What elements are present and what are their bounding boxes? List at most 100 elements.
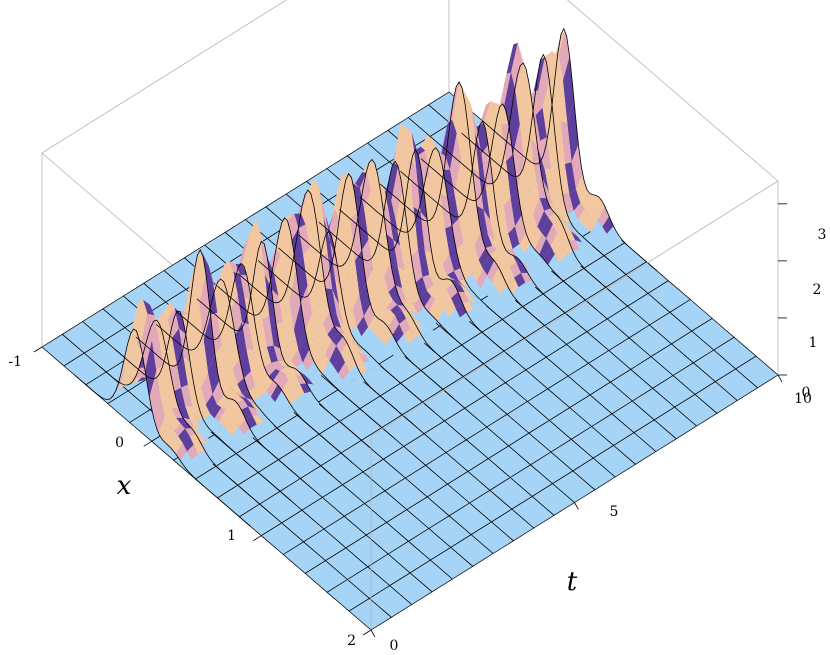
surface-patch: [401, 343, 413, 356]
surface-patch: [316, 216, 328, 257]
surface-patch: [483, 255, 495, 276]
surface-patch: [336, 314, 348, 336]
surface-patch: [365, 355, 377, 362]
surface-patch: [410, 311, 422, 320]
surface-patch: [557, 228, 569, 245]
surface-patch: [442, 254, 454, 275]
surface-patch: [252, 397, 264, 407]
surface-patch: [399, 298, 411, 312]
surface-patch: [353, 183, 365, 213]
surface-patch: [476, 269, 488, 289]
surface-patch: [540, 137, 552, 170]
surface-patch: [256, 218, 268, 257]
surface-patch: [178, 406, 190, 420]
surface-patch: [487, 260, 499, 282]
surface-patch: [325, 340, 337, 361]
surface-patch: [453, 283, 465, 293]
surface-patch: [289, 366, 301, 372]
surface-patch: [532, 279, 544, 287]
surface-patch: [143, 299, 155, 316]
surface-patch: [220, 430, 233, 444]
surface-patch: [187, 384, 199, 408]
surface-patch: [470, 102, 482, 154]
surface-patch: [412, 319, 424, 330]
surface-patch: [555, 193, 567, 213]
surface-patch: [347, 379, 359, 391]
surface-patch: [437, 279, 450, 286]
surface-patch: [276, 323, 288, 349]
x-tick-label-0: -1: [8, 354, 22, 370]
surface-patch: [204, 449, 217, 458]
surface-patch: [284, 368, 296, 380]
surface-patch: [408, 338, 420, 351]
surface-patch: [311, 303, 323, 335]
surface-patch: [295, 374, 307, 384]
surface-patch: [394, 310, 406, 324]
surface-patch: [548, 213, 560, 225]
surface-patch: [433, 278, 445, 286]
surface-patch: [179, 328, 191, 363]
mesh-line: [74, 328, 251, 527]
x-tick-mark: [143, 440, 152, 447]
surface-patch: [232, 427, 244, 442]
surface-patch: [264, 396, 276, 410]
surface-patch: [512, 244, 524, 257]
surface-patch: [403, 328, 415, 344]
surface-patch: [535, 107, 547, 141]
surface-patch: [165, 407, 177, 427]
surface-patch: [189, 434, 201, 445]
surface-patch: [316, 323, 328, 348]
surface-patch: [268, 369, 280, 381]
surface-patch: [528, 249, 540, 265]
surface-patch: [393, 123, 405, 167]
surface-patch: [185, 333, 197, 363]
surface-patch: [174, 307, 186, 335]
surface-patch: [250, 402, 262, 412]
surface-patch: [338, 362, 350, 381]
surface-patch: [541, 217, 553, 239]
surface-patch: [228, 335, 240, 369]
surface-patch: [352, 294, 364, 327]
surface-patch: [542, 80, 554, 138]
surface-patch: [322, 360, 334, 379]
surface-patch: [411, 249, 423, 283]
surface-patch: [246, 349, 258, 372]
surface-patch: [552, 262, 564, 275]
surface-patch: [485, 281, 497, 298]
surface-patch: [424, 251, 436, 275]
surface-patch: [259, 415, 271, 423]
surface-patch: [295, 405, 307, 417]
mesh-line: [115, 310, 292, 502]
surface-patch: [546, 224, 558, 246]
surface-patch: [358, 352, 370, 362]
surface-patch: [334, 325, 346, 334]
surface-patch: [466, 309, 478, 321]
surface-patch: [477, 123, 489, 154]
surface-patch: [553, 207, 565, 222]
surface-patch: [173, 423, 185, 437]
surface-patch: [550, 233, 562, 255]
surface-patch: [240, 274, 252, 300]
surface-patch: [182, 435, 194, 452]
surface-patch: [291, 228, 304, 271]
surface-patch: [411, 132, 423, 183]
surface-patch: [194, 427, 206, 435]
surface-patch: [377, 275, 389, 303]
surface-patch: [176, 357, 188, 388]
t-tick-label-1: 5: [610, 504, 619, 520]
surface-patch: [367, 368, 379, 377]
surface-patch: [454, 160, 466, 219]
surface-patch: [526, 98, 538, 149]
surface-patch: [217, 261, 229, 282]
surface-patch: [198, 432, 210, 440]
surface-patch: [539, 198, 551, 211]
surface-patch: [570, 231, 582, 243]
surface-patch: [185, 428, 197, 436]
surface-patch: [312, 188, 324, 224]
z-tick-label-1: 1: [809, 335, 818, 351]
surface-patch: [537, 211, 549, 233]
surface-patch: [256, 422, 268, 432]
surface-patch: [269, 315, 281, 349]
surface-patch: [305, 313, 317, 350]
surface-patch: [376, 322, 389, 341]
